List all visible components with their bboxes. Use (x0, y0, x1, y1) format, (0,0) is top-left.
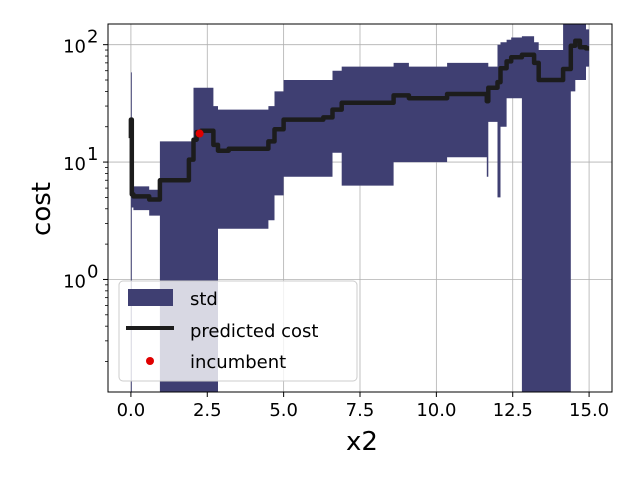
y-axis-label: cost (27, 182, 57, 236)
x-axis-label: x2 (346, 427, 378, 457)
x-tick-label: 5.0 (269, 400, 298, 421)
y-tick-label: 10 (63, 154, 86, 175)
legend-predicted-label: predicted cost (190, 321, 318, 342)
y-tick-exponent: 1 (87, 144, 98, 165)
legend-frame (118, 280, 358, 382)
y-tick-label: 10 (63, 37, 86, 58)
predicted-cost-line (128, 38, 590, 202)
legend-std-swatch (128, 289, 173, 306)
x-tick-label: 15.0 (569, 400, 609, 421)
x-tick-label: 12.5 (493, 400, 533, 421)
legend: std predicted cost incumbent (118, 280, 358, 382)
x-axis-ticks: 0.0 2.5 5.0 7.5 10.0 12.5 15.0 (117, 392, 609, 421)
x-tick-label: 7.5 (346, 400, 375, 421)
y-tick-label: 10 (63, 271, 86, 292)
x-tick-label: 0.0 (117, 400, 146, 421)
y-tick-exponent: 2 (87, 27, 98, 48)
y-tick-exponent: 0 (87, 261, 98, 282)
x-tick-label: 2.5 (193, 400, 222, 421)
legend-incumbent-marker (146, 357, 154, 365)
legend-incumbent-label: incumbent (190, 352, 286, 373)
incumbent-point (195, 129, 204, 138)
std-band (130, 24, 590, 392)
legend-std-label: std (190, 289, 218, 310)
x-tick-label: 10.0 (416, 400, 456, 421)
